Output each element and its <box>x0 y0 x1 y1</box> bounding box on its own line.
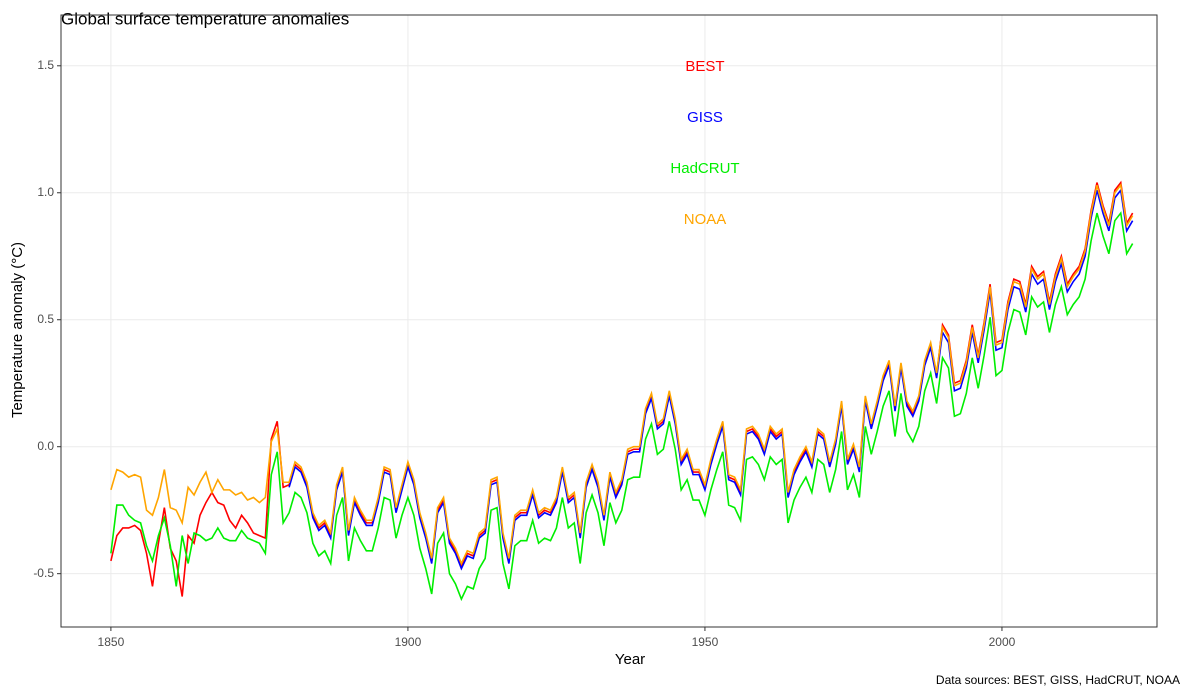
y-tick-label: 1.5 <box>37 58 54 72</box>
legend-entry: BEST <box>685 58 724 75</box>
series-line <box>110 180 1134 597</box>
series-line <box>288 188 1134 571</box>
y-tick-label: -0.5 <box>33 566 54 580</box>
x-tick-label: 1850 <box>98 635 125 649</box>
caption: Data sources: BEST, GISS, HadCRUT, NOAA <box>936 673 1180 687</box>
x-tick-label: 1900 <box>395 635 422 649</box>
y-axis-label: Temperature anomaly (°C) <box>9 242 26 418</box>
x-axis-label: Year <box>615 651 645 668</box>
chart-title: Global surface temperature anomalies <box>61 9 349 28</box>
y-tick-label: 0.5 <box>37 312 54 326</box>
x-tick-label: 2000 <box>989 635 1016 649</box>
series-line <box>110 183 1134 566</box>
legend-entry: GISS <box>687 109 723 126</box>
y-tick-label: 1.0 <box>37 185 54 199</box>
legend-entry: NOAA <box>684 211 727 228</box>
x-tick-label: 1950 <box>692 635 719 649</box>
legend-entry: HadCRUT <box>670 160 739 177</box>
y-tick-label: 0.0 <box>37 439 54 453</box>
series-line <box>110 211 1134 602</box>
plot-border <box>60 14 1158 628</box>
